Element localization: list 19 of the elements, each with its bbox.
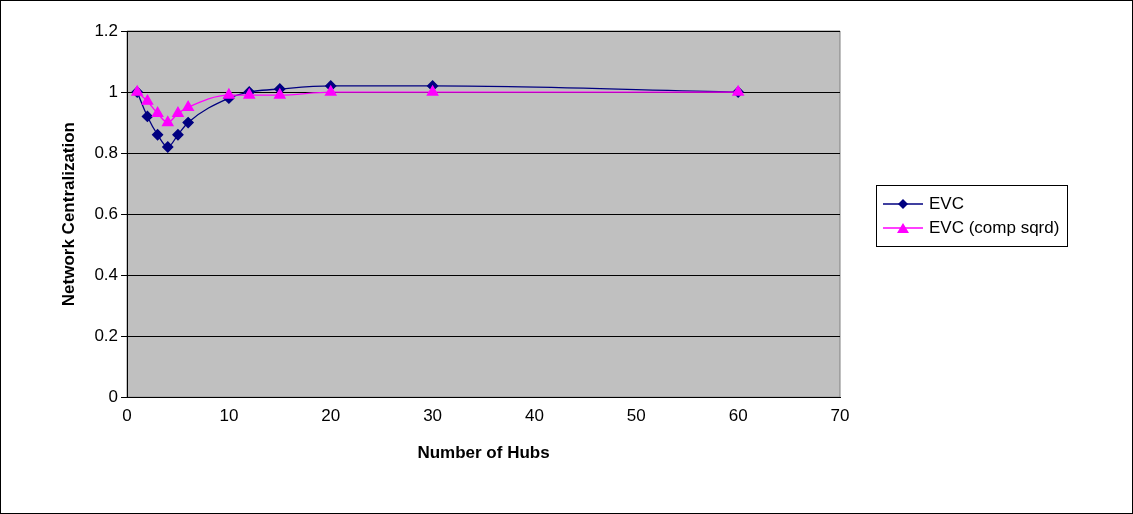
y-tick-label: 0.2 bbox=[94, 325, 119, 345]
y-axis-title: Network Centralization bbox=[58, 122, 78, 307]
legend-label: EVC (comp sqrd) bbox=[929, 218, 1060, 238]
x-tick-label: 20 bbox=[321, 406, 341, 426]
y-tick-label: 1.2 bbox=[94, 20, 119, 40]
x-tick-label: 10 bbox=[219, 406, 239, 426]
x-tick-label: 60 bbox=[728, 406, 748, 426]
y-tick-label: 0.6 bbox=[94, 203, 119, 223]
x-tick-label: 40 bbox=[524, 406, 544, 426]
y-tick-label: 0.8 bbox=[94, 142, 119, 162]
x-tick-label: 50 bbox=[626, 406, 646, 426]
y-tick-label: 0 bbox=[108, 386, 119, 406]
x-tick-label: 30 bbox=[423, 406, 443, 426]
x-tick-label: 0 bbox=[122, 406, 132, 426]
legend-label: EVC bbox=[929, 194, 964, 214]
x-axis-title: Number of Hubs bbox=[417, 443, 550, 463]
x-tick-label: 70 bbox=[830, 406, 850, 426]
y-tick-label: 1 bbox=[108, 81, 119, 101]
y-tick-label: 0.4 bbox=[94, 264, 119, 284]
